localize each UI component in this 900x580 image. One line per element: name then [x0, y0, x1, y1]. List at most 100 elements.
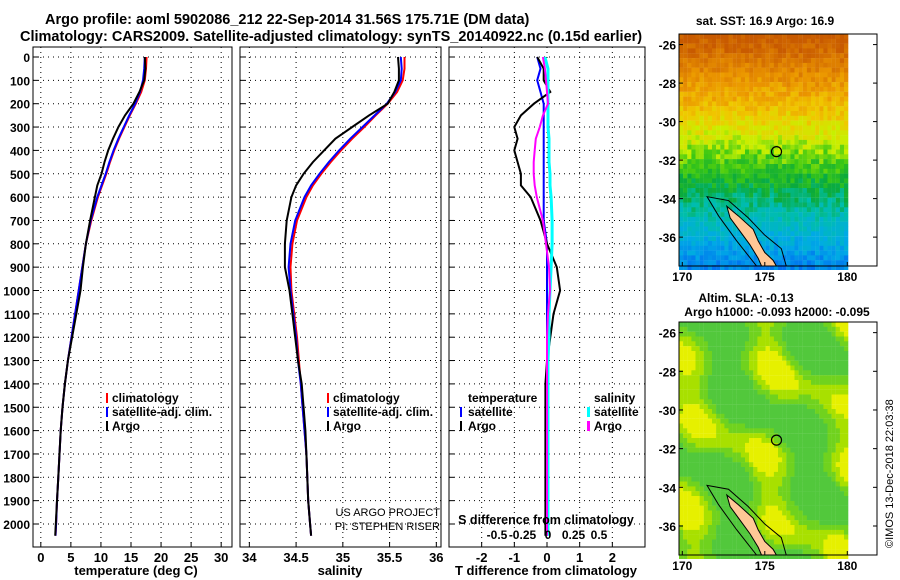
- map-cell: [827, 188, 832, 193]
- map-cell: [679, 394, 684, 400]
- map-cell: [835, 188, 841, 193]
- map-cell: [815, 192, 820, 198]
- map-cell: [778, 38, 783, 44]
- map-cell: [827, 58, 832, 64]
- map-cell: [695, 394, 700, 400]
- map-cell: [716, 428, 721, 434]
- map-cell: [683, 341, 688, 347]
- map-cell: [749, 360, 754, 366]
- map-cell: [695, 111, 700, 116]
- map-cell: [740, 370, 746, 376]
- map-cell: [823, 384, 828, 390]
- map-cell: [749, 62, 754, 68]
- map-cell: [687, 423, 692, 429]
- map-cell: [753, 38, 758, 44]
- map-cell: [749, 139, 754, 145]
- map-cell: [811, 43, 816, 49]
- map-cell: [716, 457, 721, 463]
- map-cell: [773, 428, 779, 434]
- map-cell: [724, 188, 729, 193]
- map-cell: [839, 529, 845, 535]
- map-cell: [819, 260, 824, 266]
- map-cell: [827, 322, 832, 327]
- map-cell: [823, 331, 828, 337]
- map-cell: [782, 471, 787, 477]
- map-cell: [802, 101, 808, 107]
- legend-s-argo-swatch: [587, 421, 590, 431]
- map-cell: [835, 260, 841, 266]
- map-cell: [844, 322, 849, 327]
- map-cell: [778, 384, 783, 390]
- map-cell: [716, 67, 721, 73]
- map-cell: [773, 159, 779, 165]
- map-cell: [736, 457, 742, 463]
- map-cell: [699, 255, 704, 261]
- map-cell: [716, 525, 721, 530]
- map-cell: [749, 399, 754, 405]
- map-cell: [811, 53, 816, 59]
- map-cell: [724, 525, 729, 530]
- map-cell: [724, 370, 729, 376]
- map-cell: [695, 496, 700, 501]
- map-cell: [753, 438, 758, 443]
- map-cell: [679, 418, 684, 424]
- map-cell: [844, 510, 849, 516]
- map-cell: [695, 539, 700, 545]
- map-cell: [827, 265, 832, 270]
- map-cell: [707, 389, 713, 395]
- map-cell: [757, 355, 762, 361]
- map-cell: [707, 326, 713, 332]
- map-cell: [815, 341, 820, 347]
- map-cell: [835, 106, 841, 112]
- map-cell: [839, 471, 845, 477]
- map-cell: [819, 125, 824, 131]
- map-cell: [844, 120, 849, 126]
- map-cell: [794, 370, 799, 376]
- map-cell: [679, 202, 684, 208]
- map-cell: [736, 418, 742, 424]
- map-cell: [806, 212, 812, 218]
- map-cell: [823, 365, 828, 371]
- map-cell: [736, 471, 742, 477]
- argo-location-marker: [770, 146, 783, 158]
- map-cell: [806, 178, 812, 184]
- map-cell: [815, 236, 820, 242]
- map-cell: [806, 525, 812, 530]
- map-cell: [720, 457, 725, 463]
- map-cell: [839, 322, 845, 327]
- map-cell: [761, 336, 766, 342]
- map-cell: [716, 245, 721, 251]
- map-cell: [687, 500, 692, 506]
- map-cell: [835, 149, 841, 155]
- map-cell: [716, 255, 721, 261]
- map-cell: [749, 491, 754, 497]
- map-cell: [695, 226, 700, 232]
- map-cell: [844, 183, 849, 189]
- map-cell: [728, 231, 733, 237]
- map-cell: [724, 433, 729, 439]
- map-cell: [798, 360, 803, 366]
- map-cell: [699, 346, 704, 352]
- map-cell: [687, 515, 692, 521]
- map-cell: [728, 106, 733, 112]
- map-cell: [695, 130, 700, 136]
- map-cell: [761, 221, 766, 227]
- map-cell: [773, 115, 779, 121]
- map-cell: [749, 77, 754, 83]
- map-cell: [773, 48, 779, 54]
- map-cell: [802, 197, 808, 203]
- map-cell: [790, 231, 795, 237]
- map-cell: [761, 125, 766, 131]
- map-cell: [811, 173, 816, 179]
- map-cell: [769, 178, 775, 184]
- map-cell: [819, 197, 824, 203]
- map-cell: [761, 452, 766, 458]
- map-cell: [753, 457, 758, 463]
- map-cell: [827, 48, 832, 54]
- map-cell: [806, 188, 812, 193]
- map-cell: [757, 231, 762, 237]
- map-cell: [753, 351, 758, 356]
- map-cell: [707, 96, 713, 102]
- map-cell: [769, 111, 775, 116]
- map-cell: [732, 471, 737, 477]
